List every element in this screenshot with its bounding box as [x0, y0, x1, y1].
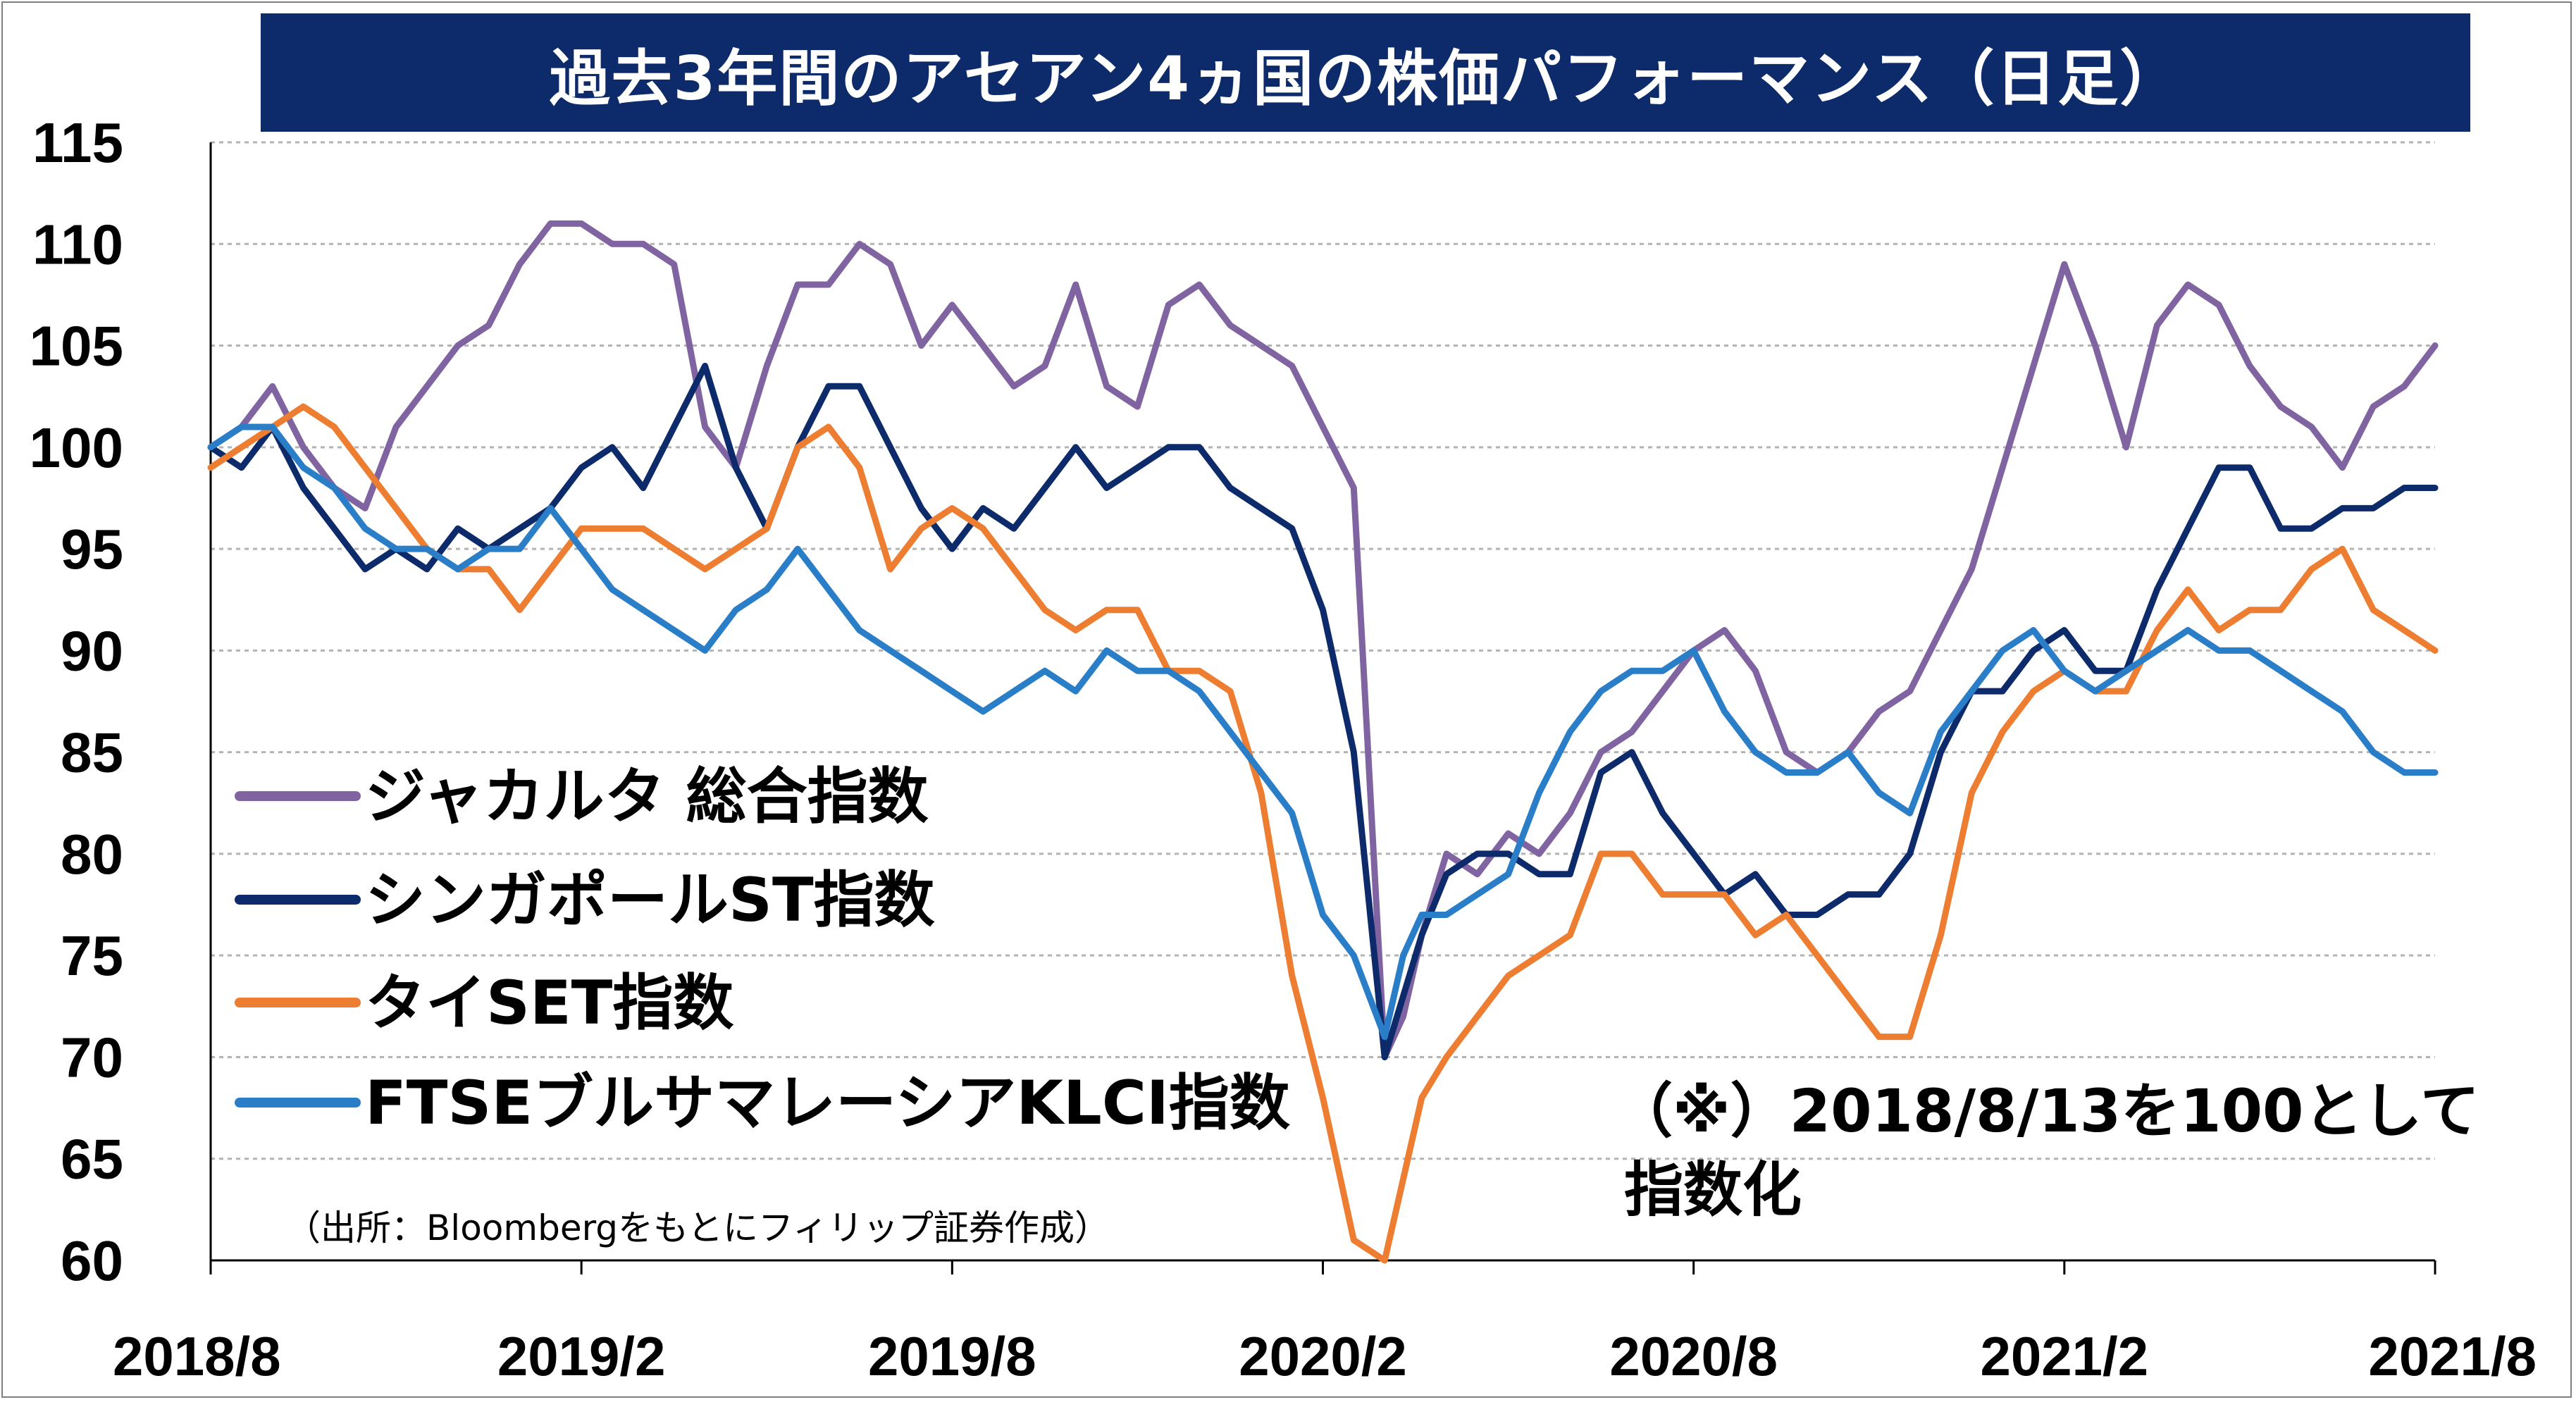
y-tick-label: 70: [61, 1026, 123, 1088]
source-note: （出所：Bloombergをもとにフィリップ証券作成）: [285, 1208, 1110, 1248]
note-line-1: （※）2018/8/13を100として: [1614, 1077, 2479, 1146]
grid-lines: [211, 141, 2435, 1160]
y-tick-label: 110: [32, 213, 123, 275]
legend-label: タイSET指数: [365, 968, 733, 1038]
y-tick-label: 65: [61, 1128, 123, 1191]
series-line: [207, 403, 2439, 1264]
series-line: [207, 423, 2439, 1041]
y-tick-label: 85: [61, 721, 123, 784]
series-lines: [207, 220, 2439, 1264]
chart-title: 過去3年間のアセアン4ヵ国の株価パフォーマンス（日足）: [261, 13, 2470, 132]
y-tick-label: 80: [61, 823, 123, 886]
legend-label: ジャカルタ 総合指数: [365, 762, 929, 832]
y-tick-label: 105: [30, 315, 123, 378]
y-tick-label: 75: [61, 924, 123, 987]
y-tick-labels: 115 110 105 100 95 90 85 80 75 70 65 60: [30, 111, 123, 1292]
legend-label: FTSEブルサマレーシアKLCI指数: [365, 1068, 1290, 1139]
series-line: [207, 220, 2439, 1060]
series-line: [207, 362, 2439, 1060]
note-line-2: 指数化: [1624, 1155, 1802, 1224]
x-tick-label: 2020/2: [1239, 1325, 1407, 1387]
x-tick-label: 2020/8: [1609, 1325, 1778, 1387]
y-tick-label: 95: [61, 518, 123, 581]
y-tick-label: 60: [61, 1229, 123, 1292]
y-tick-label: 90: [61, 619, 123, 682]
x-tick-labels: 2018/8 2019/2 2019/8 2020/2 2020/8 2021/2 2021…: [113, 1260, 2537, 1387]
legend-label: シンガポールST指数: [365, 865, 935, 936]
x-tick-label: 2018/8: [113, 1325, 281, 1387]
y-tick-label: 100: [30, 416, 123, 479]
x-tick-label: 2019/2: [497, 1325, 666, 1387]
x-tick-label: 2019/8: [868, 1325, 1036, 1387]
x-tick-label: 2021/8: [2368, 1325, 2537, 1387]
y-tick-label: 115: [32, 111, 123, 174]
x-tick-label: 2021/2: [1981, 1325, 2149, 1387]
